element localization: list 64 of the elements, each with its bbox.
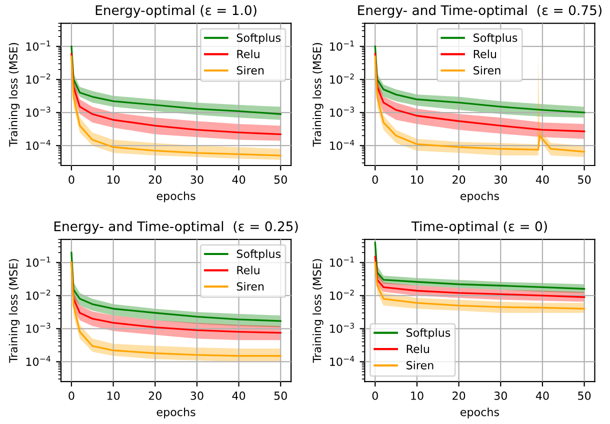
y-tick-label: 10$^{−2}$ [330,74,354,84]
y-tick-label: 10$^{−3}$ [26,322,50,333]
y-tick-label: 10$^{−2}$ [26,74,50,84]
x-tick-label: 50 [274,392,287,400]
y-axis-title: Training loss (MSE) [8,259,20,363]
x-tick-label: 30 [494,175,507,184]
x-tick-label: 50 [578,392,591,400]
legend-label: Relu [237,266,260,274]
legend-label: Softplus [236,33,281,44]
y-tick-label: 10$^{−4}$ [26,356,50,366]
legend-label: Relu [406,344,429,354]
chart-title: Energy- and Time-optimal (ε = 0.75) [358,4,602,18]
y-tick-label: 10$^{−2}$ [26,290,50,300]
x-tick-label: 10 [411,175,424,184]
y-tick-label: 10$^{−3}$ [330,322,354,333]
x-tick-label: 0 [68,175,74,184]
legend-label: Siren [406,360,434,370]
legend-label: Siren [474,66,500,75]
x-tick-label: 10 [411,392,424,400]
x-tick-label: 40 [536,392,549,400]
y-tick-label: 10$^{−3}$ [330,106,354,117]
chart-title: Time-optimal (ε = 0) [411,221,547,234]
y-axis-title: Training loss (MSE) [312,43,324,147]
y-tick-label: 10$^{−1}$ [330,256,354,267]
x-tick-label: 40 [232,392,246,400]
y-axis-title: Training loss (MSE) [8,43,20,147]
x-tick-label: 20 [452,175,466,184]
chart-title: Energy- and Time-optimal (ε = 0.25) [54,221,298,234]
y-tick-label: 10$^{−1}$ [26,256,50,267]
y-tick-label: 10$^{−4}$ [330,356,354,366]
y-axis-title: Training loss (MSE) [312,259,324,363]
y-tick-label: 10$^{−4}$ [26,140,50,150]
x-tick-label: 10 [107,175,120,184]
x-tick-label: 20 [148,392,162,400]
x-axis-title: epochs [460,408,499,418]
legend-label: Softplus [474,33,518,44]
x-tick-label: 50 [578,175,591,184]
x-tick-label: 30 [494,392,507,400]
y-tick-label: 10$^{−1}$ [26,40,50,51]
y-tick-label: 10$^{−2}$ [330,290,354,300]
x-tick-label: 0 [68,392,74,400]
legend-label: Softplus [406,328,450,339]
y-tick-label: 10$^{−1}$ [330,40,354,51]
x-axis-title: epochs [156,192,196,202]
x-tick-label: 40 [232,175,246,184]
y-tick-label: 10$^{−4}$ [330,140,354,150]
x-tick-label: 50 [274,175,287,184]
legend-label: Relu [237,50,260,58]
x-tick-label: 0 [372,175,378,184]
x-axis-title: epochs [156,408,196,418]
chart-title: Energy-optimal (ε = 1.0) [96,4,256,18]
x-tick-label: 40 [536,175,549,184]
legend-label: Siren [236,66,264,75]
legend-label: Softplus [236,249,281,260]
x-tick-label: 10 [107,392,120,400]
x-tick-label: 20 [452,392,466,400]
x-axis-title: epochs [460,192,499,202]
y-tick-label: 10$^{−3}$ [26,106,50,117]
x-tick-label: 30 [190,392,204,400]
legend-label: Relu [474,50,496,58]
legend-label: Siren [236,282,264,291]
x-tick-label: 0 [372,392,378,400]
x-tick-label: 30 [190,175,204,184]
x-tick-label: 20 [148,175,162,184]
